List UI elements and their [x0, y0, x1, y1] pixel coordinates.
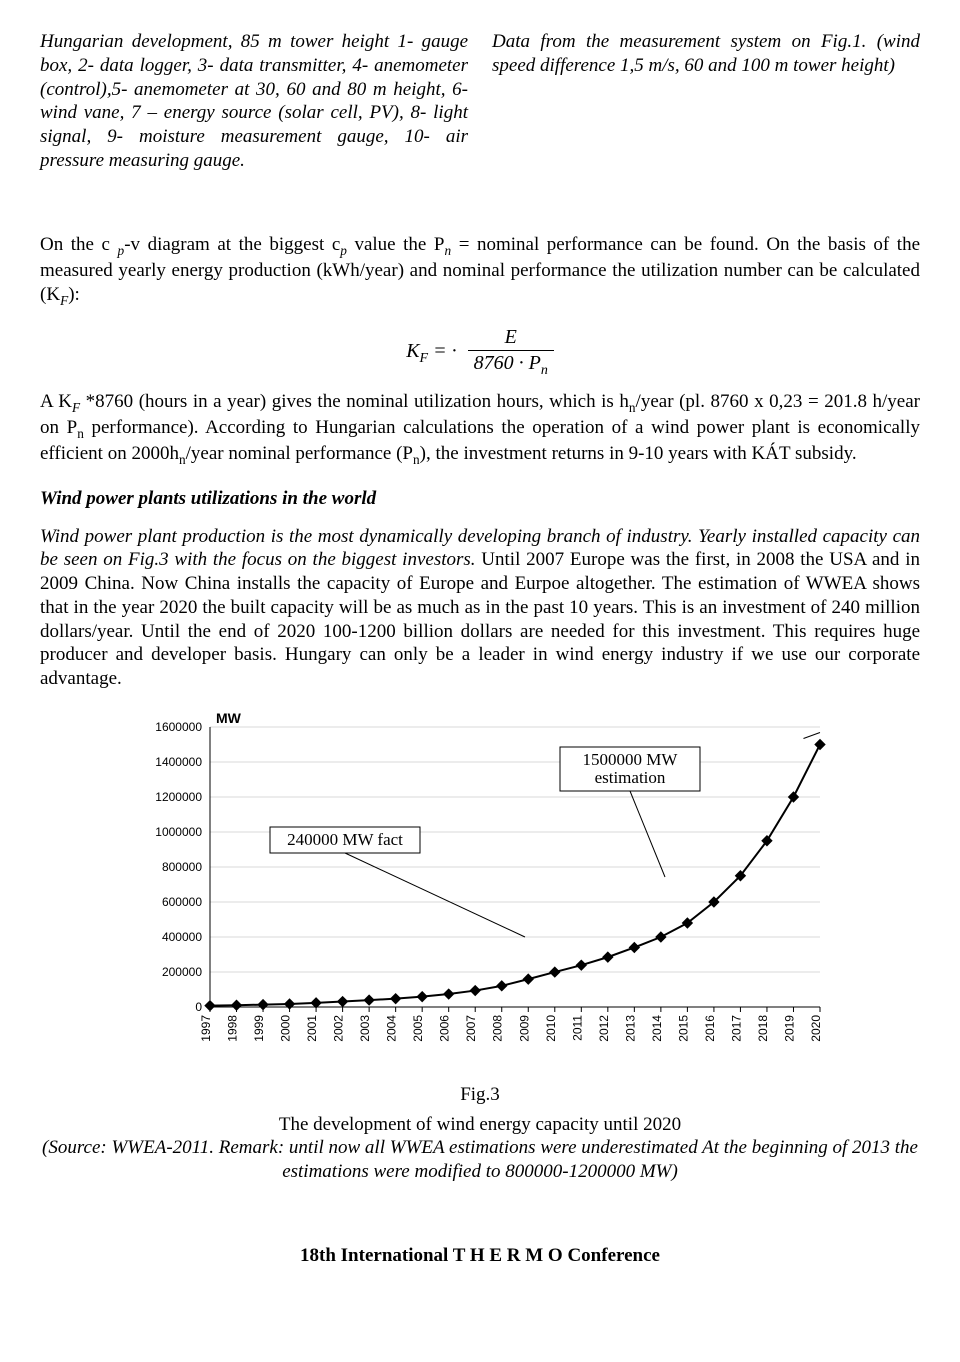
page-footer: 18th International T H E R M O Conferenc…: [40, 1244, 920, 1268]
body-paragraph-2: A KF *8760 (hours in a year) gives the n…: [40, 390, 920, 469]
svg-text:2013: 2013: [623, 1014, 637, 1041]
top-two-column-block: Hungarian development, 85 m tower height…: [40, 30, 920, 173]
svg-text:estimation: estimation: [595, 768, 666, 787]
text: /year nominal performance (P: [186, 443, 413, 464]
svg-text:2006: 2006: [438, 1014, 452, 1041]
svg-text:1200000: 1200000: [155, 790, 202, 804]
svg-text:MW: MW: [216, 710, 242, 726]
svg-text:1999: 1999: [252, 1014, 266, 1041]
formula-kf: KF = · E 8760 · Pn: [40, 325, 920, 380]
svg-text:2014: 2014: [650, 1014, 664, 1041]
formula-lhs-sub: F: [420, 351, 429, 366]
svg-text:2016: 2016: [703, 1014, 717, 1041]
section-heading: Wind power plants utilizations in the wo…: [40, 487, 920, 511]
svg-text:2004: 2004: [385, 1014, 399, 1041]
text: ):: [68, 284, 80, 305]
svg-text:2018: 2018: [756, 1014, 770, 1041]
caption-title: The development of wind energy capacity …: [40, 1113, 920, 1137]
svg-text:2009: 2009: [517, 1014, 531, 1041]
svg-text:2007: 2007: [464, 1014, 478, 1041]
formula-den: 8760 · P: [474, 352, 541, 374]
body-paragraph-3: Wind power plant production is the most …: [40, 525, 920, 691]
formula-num: E: [468, 325, 554, 351]
caption-fig-number: Fig.3: [40, 1083, 920, 1107]
svg-text:1400000: 1400000: [155, 755, 202, 769]
svg-text:2003: 2003: [358, 1014, 372, 1041]
top-right-column: Data from the measurement system on Fig.…: [492, 30, 920, 173]
svg-text:1000000: 1000000: [155, 825, 202, 839]
svg-text:0: 0: [195, 1000, 202, 1014]
chart-svg: 0 200000 400000 600000 800000 1000000 1200000 1…: [120, 707, 840, 1077]
svg-text:1500000 MW: 1500000 MW: [583, 750, 679, 769]
caption-source: (Source: WWEA-2011. Remark: until now al…: [40, 1136, 920, 1184]
formula-den-sub: n: [541, 363, 548, 378]
text: value the P: [347, 234, 445, 255]
text: A K: [40, 391, 72, 412]
svg-text:2010: 2010: [544, 1014, 558, 1041]
svg-text:2005: 2005: [411, 1014, 425, 1041]
svg-text:2001: 2001: [305, 1014, 319, 1041]
text: -v diagram at the biggest c: [124, 234, 340, 255]
chart-fig3: 0 200000 400000 600000 800000 1000000 1200000 1…: [40, 707, 920, 1184]
svg-text:2012: 2012: [597, 1014, 611, 1041]
text: On the c: [40, 234, 110, 255]
svg-text:2020: 2020: [809, 1014, 823, 1041]
text: ), the investment returns in 9-10 years …: [420, 443, 857, 464]
svg-text:600000: 600000: [162, 895, 202, 909]
svg-text:400000: 400000: [162, 930, 202, 944]
svg-text:2011: 2011: [570, 1014, 584, 1040]
svg-text:2019: 2019: [782, 1014, 796, 1041]
svg-text:2000: 2000: [279, 1014, 293, 1041]
text: *8760 (hours in a year) gives the nomina…: [80, 391, 629, 412]
svg-text:800000: 800000: [162, 860, 202, 874]
svg-text:2008: 2008: [491, 1014, 505, 1041]
svg-text:1998: 1998: [226, 1014, 240, 1041]
svg-text:240000 MW fact: 240000 MW fact: [287, 830, 403, 849]
svg-text:2002: 2002: [332, 1014, 346, 1041]
svg-text:1600000: 1600000: [155, 720, 202, 734]
top-left-column: Hungarian development, 85 m tower height…: [40, 30, 468, 173]
formula-lhs: K: [406, 340, 419, 362]
formula-eq: = ·: [433, 340, 457, 362]
svg-text:2015: 2015: [676, 1014, 690, 1041]
body-paragraph-1: On the c p-v diagram at the biggest cp v…: [40, 233, 920, 310]
svg-text:200000: 200000: [162, 965, 202, 979]
svg-text:2017: 2017: [729, 1014, 743, 1041]
svg-text:1997: 1997: [199, 1014, 213, 1041]
